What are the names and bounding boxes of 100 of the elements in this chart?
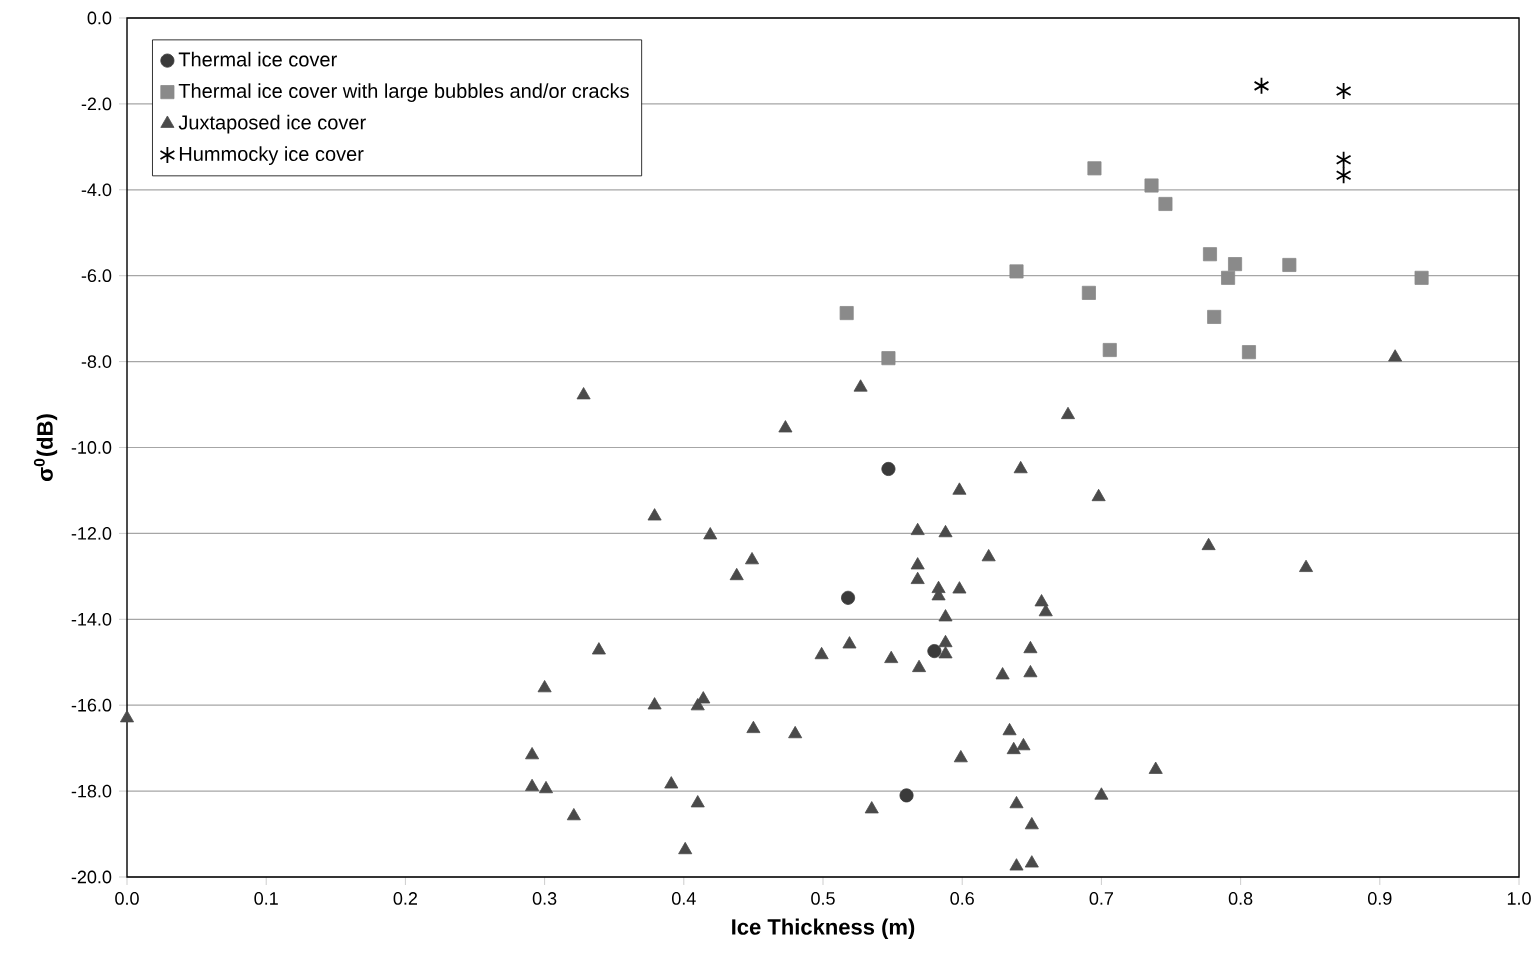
- x-tick-label: 0.0: [115, 892, 139, 905]
- point: [1414, 270, 1429, 285]
- point: [995, 667, 1010, 680]
- point: [703, 527, 718, 540]
- x-tick-label: 0.7: [1089, 892, 1114, 905]
- x-tick-label: 0.8: [1228, 892, 1253, 905]
- point: [746, 720, 761, 734]
- y-tick-label: -2.0: [81, 97, 112, 111]
- y-tick-label: -6.0: [81, 269, 112, 283]
- point: [1009, 264, 1024, 279]
- x-tick-label: 0.2: [393, 892, 418, 905]
- y-tick-label: -18.0: [71, 784, 112, 798]
- point: [839, 306, 854, 321]
- point: [1038, 604, 1053, 617]
- legend-label: Juxtaposed ice cover: [178, 114, 366, 134]
- legend-label: Thermal ice cover with large bubbles and/or cracks: [178, 83, 629, 102]
- point: [1335, 82, 1352, 100]
- point: [778, 420, 793, 433]
- point: [591, 642, 606, 655]
- point: [1024, 855, 1039, 868]
- point: [881, 461, 896, 476]
- point: [912, 659, 927, 673]
- x-tick-label: 0.1: [254, 892, 278, 905]
- y-tick-label: -20.0: [71, 870, 112, 884]
- point: [910, 571, 925, 584]
- point: [525, 778, 540, 792]
- point: [1009, 795, 1024, 809]
- x-tick-label: 0.5: [811, 892, 835, 905]
- point: [788, 725, 803, 739]
- point: [1202, 247, 1217, 262]
- point: [1102, 343, 1117, 357]
- point: [864, 801, 879, 814]
- point: [881, 351, 896, 366]
- point: [1282, 257, 1297, 272]
- point: [1388, 349, 1403, 362]
- x-tick-label: 0.3: [532, 892, 557, 905]
- point: [537, 680, 552, 693]
- point: [1023, 640, 1038, 654]
- point: [729, 567, 744, 581]
- point: [566, 808, 581, 821]
- point: [1228, 257, 1243, 272]
- legend-label: Hummocky ice cover: [179, 146, 364, 165]
- point: [525, 747, 540, 760]
- point: [690, 795, 705, 808]
- point: [1144, 178, 1159, 193]
- x-axis-title: Ice Thickness (m): [732, 918, 915, 940]
- point: [1081, 285, 1096, 300]
- y-tick-label: -10.0: [71, 441, 112, 454]
- point: [664, 776, 679, 789]
- point: [678, 841, 693, 855]
- x-tick-label: 0.6: [950, 892, 974, 905]
- point: [1207, 309, 1222, 324]
- point: [1158, 196, 1173, 211]
- point: [910, 522, 925, 536]
- point: [884, 650, 899, 664]
- point: [910, 557, 925, 570]
- point: [1094, 787, 1109, 800]
- point: [842, 636, 857, 649]
- point: [647, 697, 662, 710]
- x-tick-label: 1.0: [1507, 892, 1531, 905]
- point: [1335, 150, 1352, 169]
- x-tick-label: 0.9: [1368, 892, 1392, 905]
- point: [539, 780, 553, 794]
- point: [1091, 488, 1106, 502]
- point: [1061, 406, 1075, 420]
- point: [1002, 722, 1017, 736]
- point: [1201, 537, 1216, 551]
- y-tick-label: -16.0: [71, 698, 112, 712]
- point: [1148, 761, 1163, 774]
- point: [952, 482, 967, 495]
- x-tick-label: 0.4: [671, 892, 696, 905]
- point: [938, 524, 953, 538]
- point: [745, 552, 759, 565]
- point: [938, 609, 953, 622]
- point: [576, 387, 591, 400]
- point: [1253, 76, 1270, 95]
- point: [647, 508, 662, 521]
- y-tick-label: -14.0: [71, 612, 112, 626]
- point: [1013, 460, 1028, 474]
- point: [1006, 741, 1021, 755]
- point: [841, 590, 856, 605]
- y-tick-label: -4.0: [81, 183, 112, 197]
- point: [1034, 594, 1049, 607]
- point: [938, 634, 953, 648]
- point: [853, 379, 868, 392]
- legend-label: Thermal ice cover: [178, 51, 337, 67]
- point: [953, 750, 968, 763]
- point: [120, 710, 134, 723]
- point: [1009, 858, 1024, 871]
- point: [1335, 166, 1352, 185]
- point: [938, 646, 953, 659]
- point: [1024, 817, 1039, 830]
- point: [1087, 161, 1102, 176]
- y-axis-title: σ$^{0}$(dB): [33, 414, 58, 481]
- point: [1299, 559, 1314, 572]
- point: [814, 646, 829, 660]
- y-tick-label: 0.0: [87, 11, 112, 25]
- point: [1241, 345, 1256, 360]
- point: [1023, 664, 1038, 678]
- point: [981, 549, 996, 562]
